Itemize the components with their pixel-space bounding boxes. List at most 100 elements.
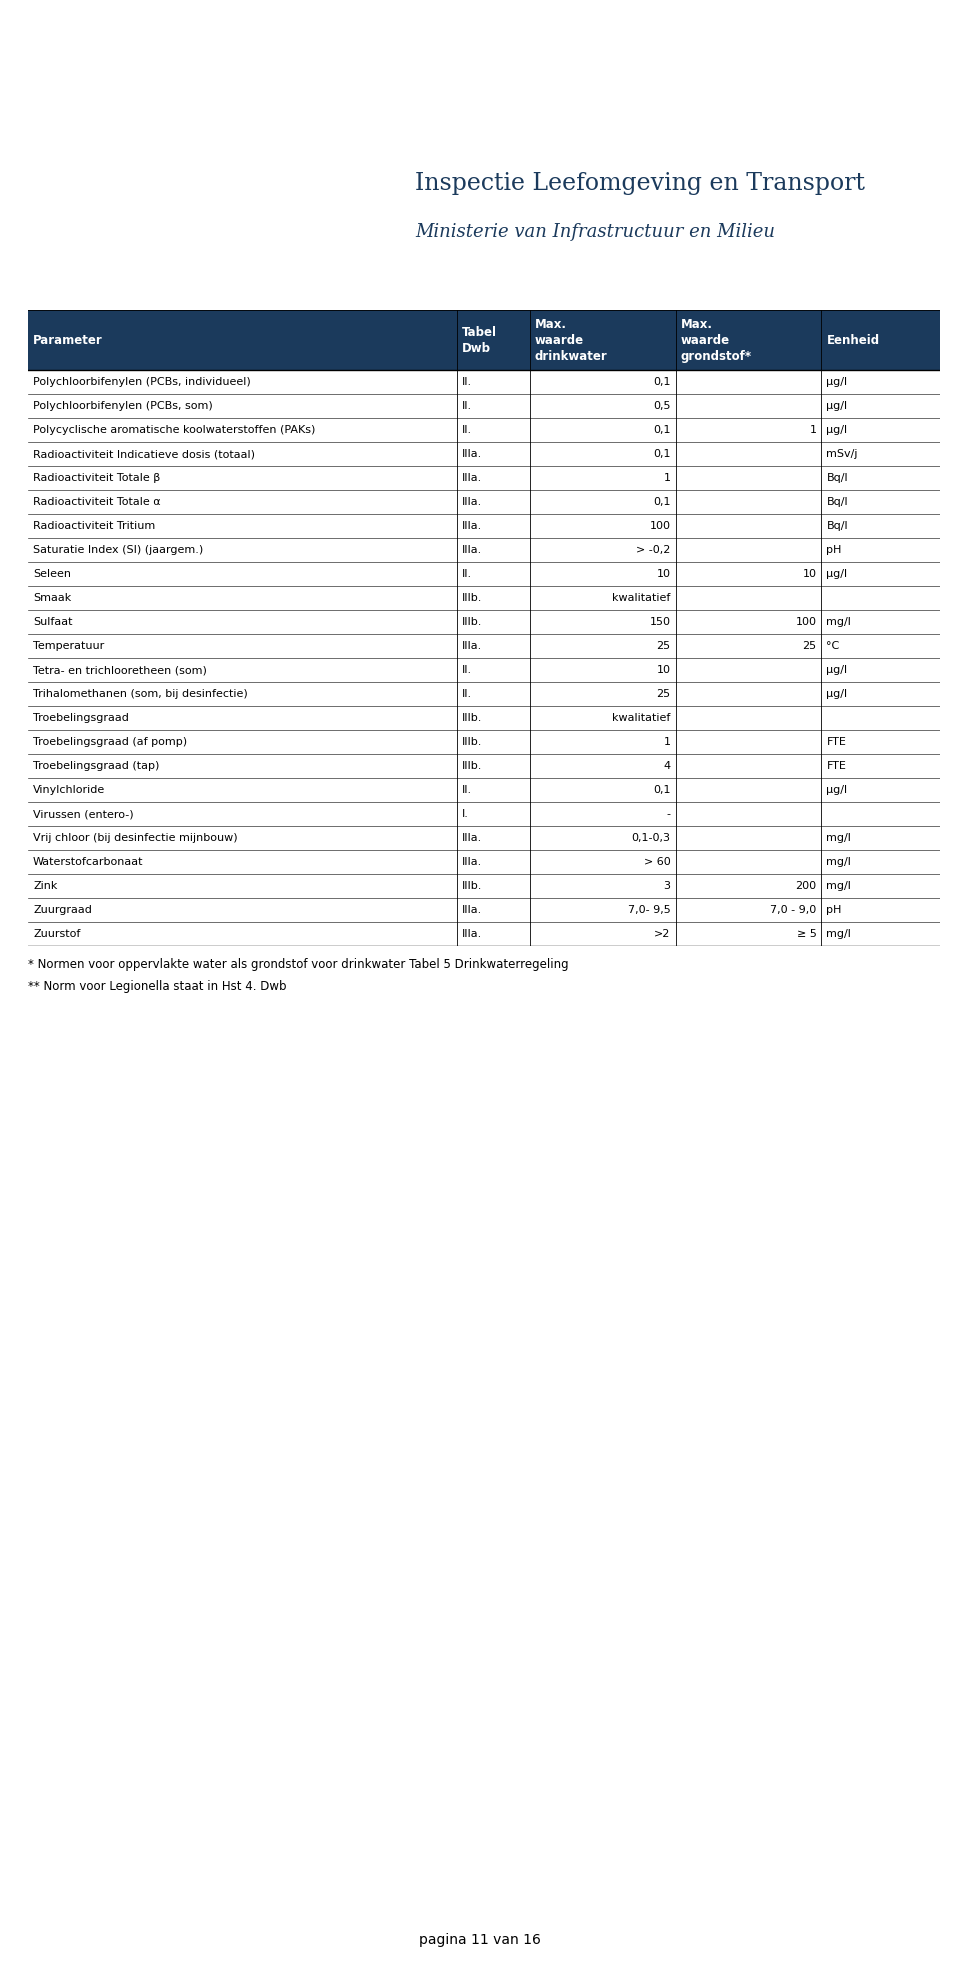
Text: Polychloorbifenylen (PCBs, individueel): Polychloorbifenylen (PCBs, individueel) — [33, 378, 251, 387]
Text: 10: 10 — [803, 569, 816, 579]
Text: 100: 100 — [650, 522, 670, 532]
Text: 1: 1 — [663, 737, 670, 747]
Text: µg/l: µg/l — [827, 378, 848, 387]
Text: Troebelingsgraad (tap): Troebelingsgraad (tap) — [33, 761, 159, 771]
Text: 0,1: 0,1 — [653, 425, 670, 435]
Text: IIIa.: IIIa. — [462, 905, 482, 915]
Text: µg/l: µg/l — [827, 401, 848, 411]
Text: Troebelingsgraad: Troebelingsgraad — [33, 714, 129, 724]
Text: 10: 10 — [657, 569, 670, 579]
Text: 150: 150 — [650, 617, 670, 627]
Text: Sulfaat: Sulfaat — [33, 617, 73, 627]
Text: °C: °C — [827, 641, 840, 650]
Text: Bq/l: Bq/l — [827, 522, 848, 532]
Text: Zuurgraad: Zuurgraad — [33, 905, 92, 915]
Text: mSv/j: mSv/j — [827, 449, 858, 459]
Text: ⚜: ⚜ — [330, 196, 358, 225]
Text: Tetra- en trichlooretheen (som): Tetra- en trichlooretheen (som) — [33, 664, 206, 674]
Text: Seleen: Seleen — [33, 569, 71, 579]
Text: Max.
waarde
grondstof*: Max. waarde grondstof* — [681, 318, 752, 362]
Text: µg/l: µg/l — [827, 425, 848, 435]
Text: kwalitatief: kwalitatief — [612, 593, 670, 603]
Text: mg/l: mg/l — [827, 882, 852, 892]
Text: IIIa.: IIIa. — [462, 473, 482, 482]
Text: Vrij chloor (bij desinfectie mijnbouw): Vrij chloor (bij desinfectie mijnbouw) — [33, 832, 238, 842]
Text: Radioactiviteit Indicatieve dosis (totaal): Radioactiviteit Indicatieve dosis (totaa… — [33, 449, 255, 459]
Text: Waterstofcarbonaat: Waterstofcarbonaat — [33, 856, 143, 868]
Text: IIIa.: IIIa. — [462, 496, 482, 506]
Text: Troebelingsgraad (af pomp): Troebelingsgraad (af pomp) — [33, 737, 187, 747]
Text: IIIa.: IIIa. — [462, 449, 482, 459]
Text: Tabel
Dwb: Tabel Dwb — [462, 326, 496, 354]
Text: II.: II. — [462, 569, 471, 579]
Text: Zuurstof: Zuurstof — [33, 929, 81, 939]
Text: Bq/l: Bq/l — [827, 473, 848, 482]
Text: 100: 100 — [796, 617, 816, 627]
Text: IIIb.: IIIb. — [462, 882, 482, 892]
Text: >2: >2 — [654, 929, 670, 939]
Text: Max.
waarde
drinkwater: Max. waarde drinkwater — [535, 318, 608, 362]
Text: IIIb.: IIIb. — [462, 737, 482, 747]
Text: IIIa.: IIIa. — [462, 856, 482, 868]
Text: mg/l: mg/l — [827, 929, 852, 939]
Text: IIIb.: IIIb. — [462, 714, 482, 724]
Text: 25: 25 — [657, 690, 670, 700]
Text: 3: 3 — [663, 882, 670, 892]
Text: I.: I. — [462, 809, 468, 818]
Text: Smaak: Smaak — [33, 593, 71, 603]
Text: II.: II. — [462, 785, 471, 795]
Text: II.: II. — [462, 425, 471, 435]
Text: Saturatie Index (SI) (jaargem.): Saturatie Index (SI) (jaargem.) — [33, 546, 204, 556]
Text: 4: 4 — [663, 761, 670, 771]
Text: IIIb.: IIIb. — [462, 617, 482, 627]
Text: µg/l: µg/l — [827, 664, 848, 674]
Text: µg/l: µg/l — [827, 690, 848, 700]
Text: II.: II. — [462, 690, 471, 700]
Text: 10: 10 — [657, 664, 670, 674]
Text: FTE: FTE — [827, 761, 847, 771]
Text: Radioactiviteit Totale α: Radioactiviteit Totale α — [33, 496, 160, 506]
Text: 1: 1 — [809, 425, 816, 435]
Text: II.: II. — [462, 664, 471, 674]
Text: 0,1: 0,1 — [653, 378, 670, 387]
Text: 0,1: 0,1 — [653, 496, 670, 506]
Text: 0,5: 0,5 — [653, 401, 670, 411]
Text: Zink: Zink — [33, 882, 58, 892]
Text: > -0,2: > -0,2 — [636, 546, 670, 556]
Text: Inspectie Leefomgeving en Transport: Inspectie Leefomgeving en Transport — [415, 172, 865, 196]
Text: pH: pH — [827, 546, 842, 556]
Text: Temperatuur: Temperatuur — [33, 641, 105, 650]
Text: Radioactiviteit Tritium: Radioactiviteit Tritium — [33, 522, 156, 532]
Text: ≥ 5: ≥ 5 — [797, 929, 816, 939]
Text: µg/l: µg/l — [827, 785, 848, 795]
Text: IIIa.: IIIa. — [462, 832, 482, 842]
Text: -: - — [666, 809, 670, 818]
Text: mg/l: mg/l — [827, 617, 852, 627]
Text: Virussen (entero-): Virussen (entero-) — [33, 809, 133, 818]
Text: IIIa.: IIIa. — [462, 546, 482, 556]
Text: 25: 25 — [803, 641, 816, 650]
Text: 7,0- 9,5: 7,0- 9,5 — [628, 905, 670, 915]
Text: * Normen voor oppervlakte water als grondstof voor drinkwater Tabel 5 Drinkwater: * Normen voor oppervlakte water als gron… — [28, 959, 568, 971]
Text: II.: II. — [462, 401, 471, 411]
Text: Polycyclische aromatische koolwaterstoffen (PAKs): Polycyclische aromatische koolwaterstoff… — [33, 425, 316, 435]
Text: 7,0 - 9,0: 7,0 - 9,0 — [770, 905, 816, 915]
Text: 1: 1 — [663, 473, 670, 482]
Text: Polychloorbifenylen (PCBs, som): Polychloorbifenylen (PCBs, som) — [33, 401, 213, 411]
Text: IIIa.: IIIa. — [462, 929, 482, 939]
Text: Eenheid: Eenheid — [827, 334, 879, 346]
Text: mg/l: mg/l — [827, 832, 852, 842]
Text: Trihalomethanen (som, bij desinfectie): Trihalomethanen (som, bij desinfectie) — [33, 690, 248, 700]
Text: 0,1: 0,1 — [653, 449, 670, 459]
Text: µg/l: µg/l — [827, 569, 848, 579]
Text: > 60: > 60 — [644, 856, 670, 868]
Text: pagina 11 van 16: pagina 11 van 16 — [420, 1934, 540, 1947]
Text: ** Norm voor Legionella staat in Hst 4. Dwb: ** Norm voor Legionella staat in Hst 4. … — [28, 981, 286, 992]
Text: IIIa.: IIIa. — [462, 522, 482, 532]
Text: II.: II. — [462, 378, 471, 387]
Text: Radioactiviteit Totale β: Radioactiviteit Totale β — [33, 473, 160, 482]
Text: pH: pH — [827, 905, 842, 915]
Text: 200: 200 — [795, 882, 816, 892]
Text: IIIa.: IIIa. — [462, 641, 482, 650]
Text: IIIb.: IIIb. — [462, 593, 482, 603]
